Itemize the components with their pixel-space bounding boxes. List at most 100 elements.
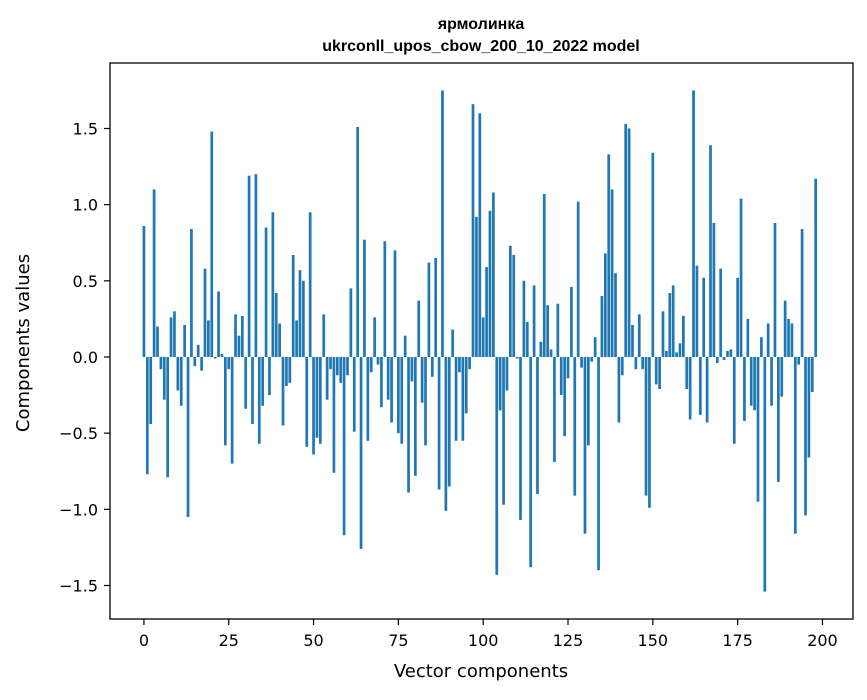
bar-100 xyxy=(481,317,485,357)
bar-14 xyxy=(190,229,193,357)
bar-81 xyxy=(417,300,421,357)
bar-146 xyxy=(637,314,641,357)
bar-190 xyxy=(787,318,790,357)
chart-title-line-2: ukrconll_upos_cbow_200_10_2022 model xyxy=(322,38,639,55)
bar-69 xyxy=(376,356,380,365)
bar-21 xyxy=(213,356,217,359)
bar-73 xyxy=(390,356,393,423)
bar-155 xyxy=(668,293,672,357)
bar-176 xyxy=(739,198,743,357)
bar-16 xyxy=(196,344,200,357)
bar-119 xyxy=(546,305,550,357)
bar-144 xyxy=(631,325,634,357)
bar-71 xyxy=(383,241,387,357)
bar-117 xyxy=(539,341,543,357)
y-tick-label: −1.5 xyxy=(59,576,98,595)
bar-68 xyxy=(373,317,376,357)
y-tick-label: 1.0 xyxy=(73,196,98,215)
bar-136 xyxy=(603,253,607,357)
bar-17 xyxy=(200,356,203,371)
bar-108 xyxy=(508,245,512,357)
y-axis: −1.5 −1.0 −0.5 0.0 0.5 1.0 1.5 xyxy=(59,120,110,595)
y-tick-label: 0.0 xyxy=(73,348,98,367)
x-tick-label: 0 xyxy=(139,631,149,650)
bar-45 xyxy=(295,320,298,357)
bar-120 xyxy=(549,349,553,357)
bar-193 xyxy=(797,356,801,365)
y-tick-label: 0.5 xyxy=(73,272,98,291)
bar-84 xyxy=(427,262,431,357)
bar-160 xyxy=(685,356,689,389)
plot-area-frame xyxy=(109,62,854,620)
bar-162 xyxy=(692,90,695,358)
bar-28 xyxy=(237,335,241,357)
bar-126 xyxy=(570,286,573,357)
bar-131 xyxy=(587,356,590,446)
bar-127 xyxy=(573,356,577,496)
bar-41 xyxy=(281,356,285,426)
x-tick-label: 75 xyxy=(388,631,408,650)
bar-22 xyxy=(217,291,220,357)
bar-47 xyxy=(302,280,305,357)
bar-40 xyxy=(278,323,281,357)
bar-177 xyxy=(743,356,746,421)
bar-139 xyxy=(614,273,617,357)
bar-196 xyxy=(807,356,811,458)
bar-33 xyxy=(254,174,258,357)
bar-164 xyxy=(698,356,702,415)
bar-62 xyxy=(352,356,356,432)
bar-88 xyxy=(441,90,444,358)
bar-49 xyxy=(308,212,312,357)
bar-179 xyxy=(749,356,753,406)
bar-61 xyxy=(349,288,353,357)
bar-149 xyxy=(648,356,651,508)
bar-187 xyxy=(777,356,780,482)
bar-151 xyxy=(654,356,658,385)
bar-180 xyxy=(753,356,756,411)
bar-109 xyxy=(512,254,516,357)
bar-188 xyxy=(780,356,784,397)
bar-129 xyxy=(580,356,583,368)
bar-116 xyxy=(536,356,539,495)
bar-134 xyxy=(597,356,600,571)
bar-32 xyxy=(251,356,254,425)
bar-9 xyxy=(173,311,176,357)
bar-140 xyxy=(617,356,621,423)
bar-82 xyxy=(420,356,424,403)
bar-135 xyxy=(600,296,604,357)
bar-143 xyxy=(627,128,631,357)
bar-23 xyxy=(220,353,224,357)
bar-147 xyxy=(641,356,645,370)
bar-137 xyxy=(607,154,611,357)
bar-97 xyxy=(471,104,475,357)
bar-39 xyxy=(274,293,278,357)
bar-138 xyxy=(610,189,614,357)
bar-173 xyxy=(729,349,733,357)
bar-27 xyxy=(234,314,237,357)
bar-166 xyxy=(705,356,709,423)
bar-5 xyxy=(159,356,163,370)
bar-96 xyxy=(468,356,471,370)
x-axis-label: Vector components xyxy=(394,661,568,682)
x-tick-label: 125 xyxy=(553,631,584,650)
bar-12 xyxy=(183,325,186,357)
x-tick-label: 25 xyxy=(219,631,239,650)
bar-52 xyxy=(318,356,322,444)
y-tick-label: −1.0 xyxy=(59,500,98,519)
x-tick-label: 175 xyxy=(722,631,753,650)
bar-42 xyxy=(285,356,288,386)
bar-165 xyxy=(702,277,706,357)
bar-171 xyxy=(722,356,726,361)
bar-128 xyxy=(576,201,580,357)
bar-152 xyxy=(658,356,661,389)
bar-106 xyxy=(502,356,505,505)
x-tick-label: 100 xyxy=(468,631,499,650)
bar-181 xyxy=(756,356,760,502)
bar-121 xyxy=(553,356,556,463)
bar-76 xyxy=(400,356,404,444)
bar-87 xyxy=(437,356,441,490)
bar-80 xyxy=(413,356,417,476)
bar-34 xyxy=(257,356,261,444)
